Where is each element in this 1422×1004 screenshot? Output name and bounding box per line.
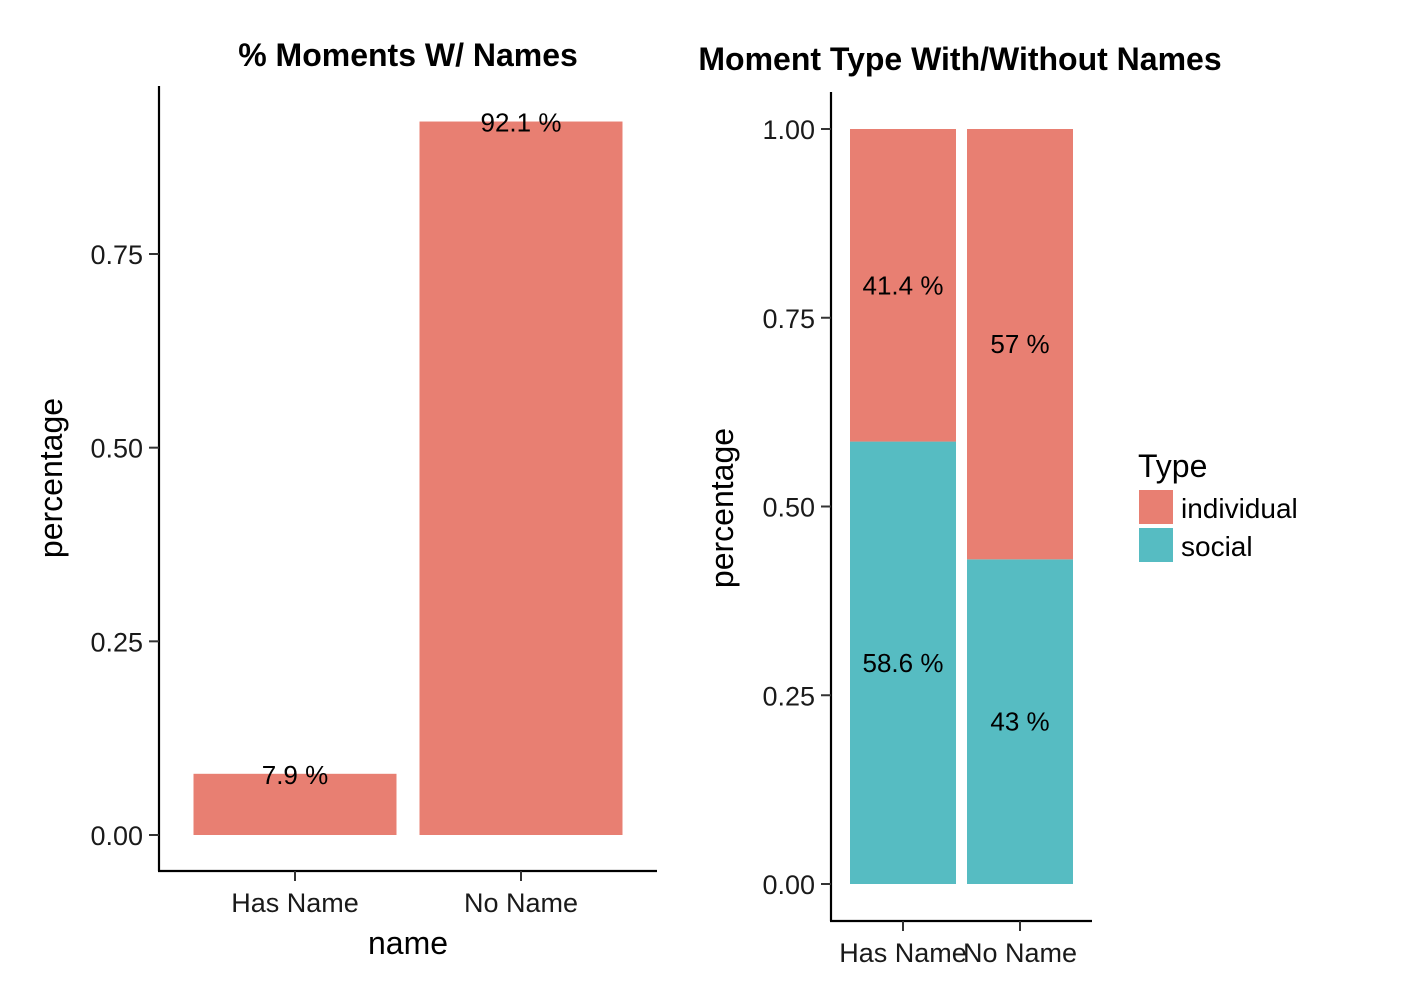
chart2-x-tick-label-0: Has Name (839, 938, 967, 968)
chart1-y-tick-label-0: 0.00 (90, 821, 143, 851)
chart1-y-tick-label-2: 0.50 (90, 434, 143, 464)
legend-title: Type (1138, 448, 1207, 484)
chart1-data-label-1: 92.1 % (481, 108, 562, 138)
chart2-data-label-individual-1: 57 % (990, 329, 1049, 359)
legend-label-social: social (1181, 531, 1253, 562)
chart2-bars (850, 129, 1073, 884)
chart1-x-tick-label-1: No Name (464, 888, 578, 918)
chart2-data-label-social-1: 43 % (990, 707, 1049, 737)
chart2-y-tick-label-4: 1.00 (762, 115, 815, 145)
chart1-data-label-0: 7.9 % (262, 760, 329, 790)
chart1-x-axis-title: name (368, 925, 448, 961)
chart1-bar-1 (419, 121, 623, 836)
chart2-y-tick-label-2: 0.50 (762, 493, 815, 523)
chart2-bar-individual-1 (967, 129, 1073, 560)
chart2-bar-social-0 (850, 441, 956, 884)
chart1-data-labels: 7.9 % 92.1 % (262, 108, 562, 790)
legend-swatch-social (1139, 528, 1173, 562)
chart2-y-tick-label-0: 0.00 (762, 870, 815, 900)
chart2-y-axis-title: percentage (704, 428, 740, 588)
chart1-y-ticks: 0.00 0.25 0.50 0.75 (90, 240, 159, 851)
chart2-y-tick-label-1: 0.25 (762, 681, 815, 711)
chart2-data-label-social-0: 58.6 % (863, 648, 944, 678)
chart-moment-type: Moment Type With/Without Names 58.6 % 41.… (698, 41, 1297, 968)
chart2-y-tick-label-3: 0.75 (762, 304, 815, 334)
chart1-bars (193, 121, 623, 836)
chart1-title: % Moments W/ Names (238, 37, 578, 73)
chart1-y-tick-label-1: 0.25 (90, 627, 143, 657)
chart2-title: Moment Type With/Without Names (698, 41, 1221, 77)
chart1-y-axis-title: percentage (33, 398, 69, 558)
chart2-legend: Type individual social (1138, 448, 1298, 562)
chart2-bar-individual-0 (850, 129, 956, 442)
chart-moments-with-names: % Moments W/ Names 7.9 %92.1 % 0.000.250… (33, 37, 657, 961)
chart2-bar-social-1 (967, 559, 1073, 884)
chart2-data-label-individual-0: 41.4 % (863, 270, 944, 300)
chart2-x-tick-label-1: No Name (963, 938, 1077, 968)
legend-label-individual: individual (1181, 493, 1298, 524)
chart1-bar-0 (193, 773, 397, 835)
chart2-data-labels: 58.6 % 41.4 % 43 % 57 % (863, 270, 1050, 736)
chart2-y-ticks: 0.00 0.25 0.50 0.75 1.00 (762, 115, 831, 900)
chart1-x-ticks: Has Name No Name (231, 871, 578, 918)
chart1-y-tick-label-3: 0.75 (90, 240, 143, 270)
chart1-x-tick-label-0: Has Name (231, 888, 359, 918)
legend-items: individual social (1139, 490, 1298, 562)
legend-swatch-individual (1139, 490, 1173, 524)
